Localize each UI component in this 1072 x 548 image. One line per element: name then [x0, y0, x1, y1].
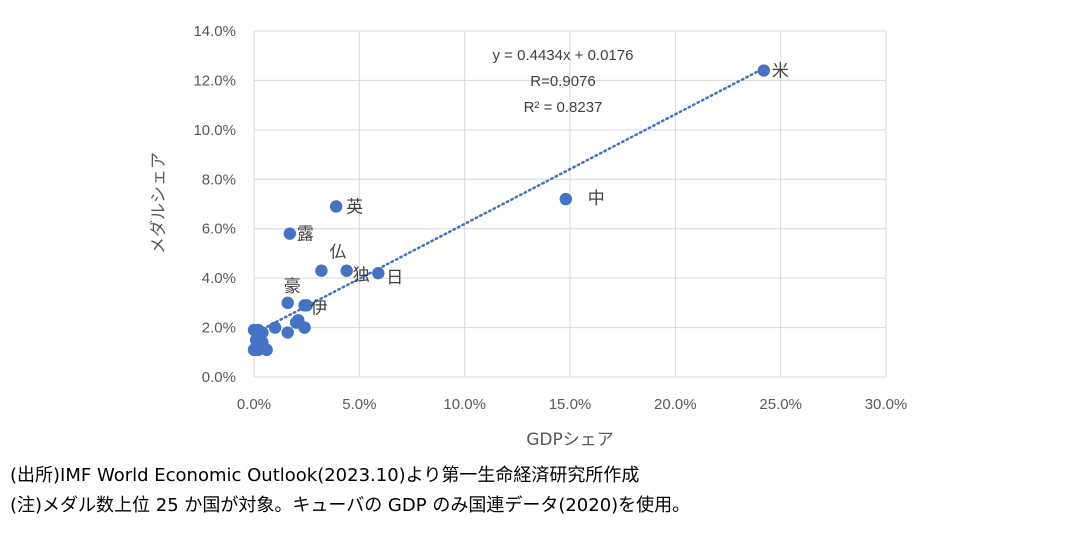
- point-label: 中: [588, 189, 605, 209]
- y-axis-title: メダルシェア: [149, 152, 169, 254]
- data-point: [315, 264, 328, 277]
- data-points: [247, 64, 771, 357]
- x-tick-label: 25.0%: [759, 396, 802, 413]
- y-tick-label: 6.0%: [202, 221, 236, 238]
- data-point: [268, 321, 282, 334]
- data-point: [340, 264, 353, 277]
- x-tick-label: 5.0%: [342, 396, 376, 413]
- point-label: 豪: [284, 276, 301, 297]
- point-label: 仏: [329, 243, 346, 263]
- point-label: 日: [386, 268, 403, 288]
- y-tick-label: 0.0%: [202, 369, 236, 386]
- data-point: [281, 326, 294, 339]
- x-tick-label: 0.0%: [237, 396, 271, 413]
- data-point: [559, 192, 572, 206]
- y-axis-ticks: 0.0% 2.0% 4.0% 6.0% 8.0% 10.0% 12.0% 14.0%: [193, 23, 236, 386]
- x-tick-label: 15.0%: [549, 396, 592, 413]
- footnotes: (出所)IMF World Economic Outlook(2023.10)よ…: [10, 461, 690, 521]
- x-tick-label: 10.0%: [443, 396, 486, 413]
- data-point: [757, 64, 771, 77]
- data-point: [252, 343, 265, 357]
- x-axis-title: GDPシェア: [526, 430, 614, 450]
- data-point: [281, 296, 294, 310]
- x-tick-label: 30.0%: [865, 396, 908, 413]
- source-note: (出所)IMF World Economic Outlook(2023.10)よ…: [10, 465, 640, 486]
- y-tick-label: 12.0%: [193, 72, 236, 89]
- y-tick-label: 2.0%: [202, 320, 236, 337]
- trendline-r: R=0.9076: [530, 73, 595, 90]
- caveat-note: (注)メダル数上位 25 か国が対象。キューバの GDP のみ国連データ(202…: [10, 495, 691, 516]
- x-tick-label: 20.0%: [654, 396, 697, 413]
- data-point: [372, 267, 385, 280]
- y-tick-label: 14.0%: [193, 23, 236, 40]
- y-tick-label: 10.0%: [193, 122, 236, 139]
- point-label: 英: [346, 197, 363, 217]
- data-point: [300, 299, 313, 312]
- trendline: [252, 67, 766, 335]
- trendline-equation: y = 0.4434x + 0.0176: [493, 47, 634, 64]
- x-axis-ticks: 0.0% 5.0% 10.0% 15.0% 20.0% 25.0% 30.0%: [237, 396, 907, 413]
- y-tick-label: 8.0%: [202, 171, 236, 188]
- data-point: [298, 321, 311, 334]
- data-point: [329, 200, 343, 213]
- point-label: 露: [297, 225, 314, 245]
- point-label: 米: [772, 62, 789, 82]
- grid-lines: [253, 30, 887, 378]
- trendline-r2: R² = 0.8237: [524, 99, 603, 116]
- point-label: 伊: [311, 298, 328, 318]
- data-point: [283, 227, 297, 240]
- point-label: 独: [353, 266, 370, 286]
- y-tick-label: 4.0%: [202, 270, 236, 287]
- scatter-chart: 0.0% 2.0% 4.0% 6.0% 8.0% 10.0% 12.0% 14.0% 0.0%…: [149, 23, 907, 450]
